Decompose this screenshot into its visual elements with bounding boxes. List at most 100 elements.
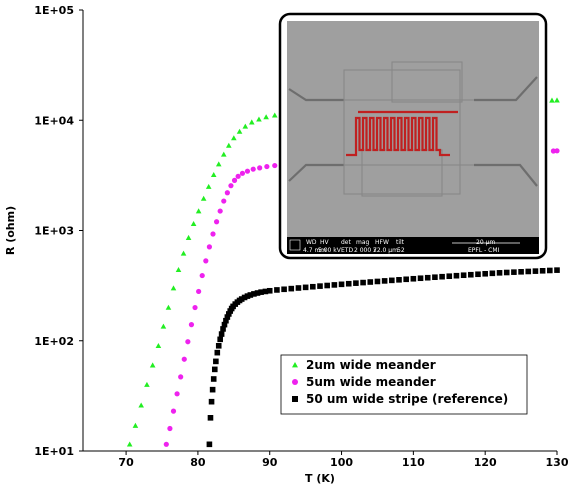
data-point — [231, 177, 238, 183]
data-point — [511, 269, 517, 275]
sem-hdr-mag: mag — [356, 239, 370, 246]
data-point — [190, 221, 197, 227]
data-point — [213, 219, 220, 225]
legend: 2um wide meander 5um wide meander 50 um wi… — [280, 354, 528, 415]
sem-scale-label: 20 µm — [476, 239, 495, 246]
data-point — [266, 287, 273, 294]
data-point — [214, 349, 221, 356]
data-point — [224, 190, 230, 196]
data-point — [403, 276, 409, 283]
data-point — [241, 294, 248, 301]
data-point — [295, 285, 302, 291]
legend-label: 2um wide meander — [306, 358, 436, 372]
x-axis-label: T (K) — [305, 472, 335, 485]
x-tick-label: 90 — [262, 456, 278, 469]
data-point — [338, 281, 345, 288]
x-tick-label: 100 — [330, 456, 353, 469]
data-point — [181, 356, 187, 362]
data-point — [138, 402, 144, 408]
sem-inset-image: WD HV det mag HFW tilt 4.7 mm 5.00 kV ET… — [278, 12, 548, 260]
data-point — [236, 128, 243, 134]
data-point — [155, 342, 162, 349]
data-point — [288, 285, 295, 292]
sem-info-bar — [287, 237, 539, 254]
data-point — [310, 283, 316, 290]
data-point — [126, 441, 133, 447]
series-3 — [206, 267, 560, 448]
sem-hdr-det: det — [341, 239, 352, 246]
data-point — [244, 168, 251, 174]
data-point — [525, 268, 532, 275]
legend-label: 50 um wide stripe (reference) — [306, 392, 508, 406]
sem-val-det: ETD — [341, 247, 353, 254]
x-tick-label: 120 — [474, 456, 497, 469]
data-point — [196, 288, 202, 295]
data-point — [554, 267, 560, 273]
data-point — [446, 273, 453, 280]
data-point — [262, 288, 269, 295]
data-point — [185, 339, 191, 345]
data-point — [209, 386, 216, 393]
y-tick-label: 1E+03 — [34, 225, 74, 238]
data-point — [367, 279, 374, 285]
y-tick-label: 1E+02 — [34, 335, 74, 348]
sem-credit: EPFL - CMI — [468, 247, 500, 254]
data-point — [324, 282, 330, 289]
data-point — [228, 183, 234, 189]
data-point — [396, 277, 402, 283]
data-point — [199, 272, 205, 279]
x-tick-label: 110 — [402, 456, 425, 469]
data-point — [163, 441, 169, 447]
x-tick-label: 80 — [190, 456, 206, 469]
data-point — [215, 342, 222, 349]
data-point — [239, 170, 246, 176]
data-point — [482, 270, 488, 277]
meander-overlay — [346, 110, 458, 157]
data-point — [238, 296, 245, 302]
data-point — [224, 314, 231, 320]
data-point — [475, 271, 481, 278]
data-point — [424, 274, 431, 281]
data-point — [206, 441, 213, 448]
data-point — [170, 285, 177, 291]
data-point — [208, 398, 215, 405]
data-point — [211, 366, 218, 373]
data-point — [317, 283, 323, 289]
data-point — [178, 374, 184, 380]
data-point — [254, 290, 261, 296]
data-point — [496, 270, 503, 276]
data-point — [218, 331, 225, 337]
data-point — [220, 151, 227, 157]
y-tick-label: 1E+05 — [34, 4, 74, 17]
y-tick-label: 1E+01 — [34, 445, 74, 458]
legend-marker — [292, 396, 298, 402]
sem-val-hfw: 72.0 µm — [373, 247, 398, 254]
data-point — [207, 415, 214, 421]
data-point — [345, 280, 352, 287]
data-point — [195, 208, 202, 214]
data-point — [417, 275, 424, 282]
data-point — [170, 408, 177, 414]
legend-label: 5um wide meander — [306, 375, 436, 389]
sem-hdr-hfw: HFW — [375, 239, 389, 246]
data-point — [250, 166, 256, 172]
data-point — [132, 422, 139, 428]
data-point — [251, 291, 257, 297]
data-point — [210, 376, 217, 382]
data-point — [263, 114, 269, 120]
sem-val-hv: 5.00 kV — [318, 247, 342, 254]
data-point — [206, 244, 212, 250]
sem-structures — [288, 76, 538, 187]
data-point — [432, 274, 438, 281]
data-point — [220, 326, 226, 332]
data-point — [174, 391, 180, 397]
data-point — [353, 280, 359, 286]
data-point — [539, 267, 546, 274]
sem-val-wd: 4.7 mm — [303, 247, 326, 254]
sem-info-fields: WD HV det mag HFW tilt 4.7 mm 5.00 kV ET… — [289, 239, 520, 254]
data-point — [180, 250, 187, 256]
data-point — [235, 173, 241, 179]
x-tick-label: 70 — [118, 456, 134, 469]
data-point — [547, 267, 553, 274]
